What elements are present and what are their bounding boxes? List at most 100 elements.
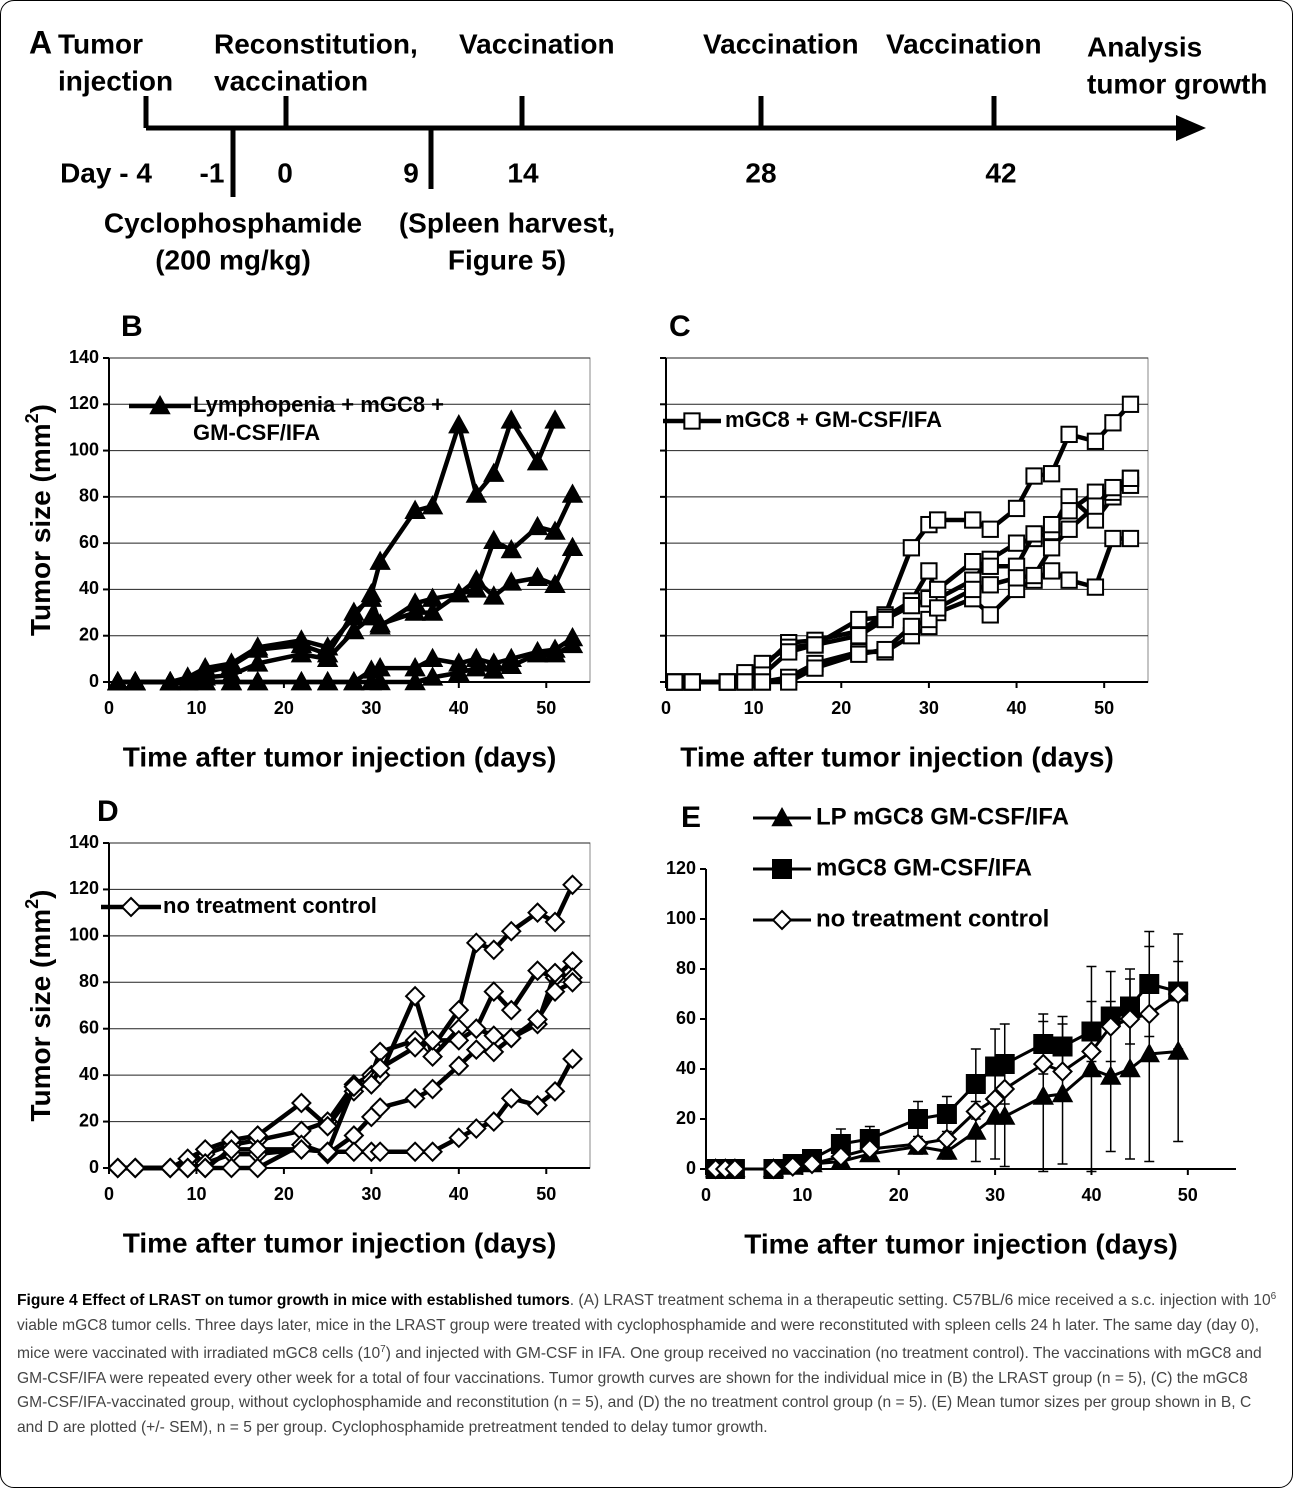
marker	[527, 902, 548, 924]
marker	[1104, 478, 1122, 497]
x-tick-label: 20	[274, 1184, 294, 1204]
marker	[936, 1140, 958, 1160]
panel-letter: E	[681, 801, 701, 834]
marker	[718, 673, 736, 691]
y-tick-label: 0	[89, 671, 99, 691]
marker	[500, 571, 522, 591]
marker	[544, 1080, 566, 1102]
day-label: 14	[507, 157, 539, 188]
marker	[1121, 469, 1140, 487]
marker	[1119, 1057, 1141, 1078]
figure: A Tumor injection Reconstitution, vaccinatio…	[22, 24, 1268, 1259]
x-tick-label: 30	[361, 698, 381, 718]
event-label: Reconstitution,	[214, 28, 418, 59]
marker	[544, 981, 566, 1002]
marker	[526, 515, 549, 536]
marker	[500, 920, 522, 942]
marker	[929, 599, 947, 617]
y-tick-label: 0	[686, 1158, 696, 1178]
marker	[500, 1087, 522, 1109]
x-tick-label: 10	[744, 698, 764, 718]
marker	[965, 1074, 986, 1094]
y-axis-label-end: )	[25, 890, 56, 899]
series-line	[117, 883, 575, 1171]
marker	[360, 1074, 382, 1095]
marker	[936, 1128, 958, 1150]
event-label: vaccination	[214, 65, 368, 96]
marker	[1042, 515, 1061, 534]
event-label: Vaccination	[886, 28, 1042, 59]
event-label: tumor growth	[1087, 68, 1267, 99]
marker	[544, 643, 566, 663]
marker	[404, 499, 426, 519]
marker	[1060, 571, 1078, 589]
marker	[316, 647, 339, 668]
marker	[483, 585, 505, 605]
marker	[120, 896, 142, 918]
marker	[1167, 1040, 1189, 1060]
day-label: 9	[403, 157, 419, 188]
y-tick-label: 140	[69, 832, 99, 852]
plot-frame	[108, 842, 591, 1169]
marker	[683, 673, 701, 691]
x-tick-label: 50	[536, 1184, 556, 1204]
marker	[859, 1138, 881, 1160]
marker	[290, 1092, 312, 1114]
marker	[1138, 1042, 1160, 1063]
marker	[220, 670, 243, 691]
marker	[994, 1105, 1016, 1125]
marker	[247, 1157, 269, 1179]
marker	[544, 573, 566, 593]
marker	[1080, 1057, 1103, 1078]
panel-letter: B	[121, 310, 143, 343]
legend-label: Lymphopenia + mGC8 +	[193, 392, 444, 417]
marker	[246, 652, 269, 672]
timeline-arrow	[1176, 115, 1206, 141]
marker	[562, 971, 583, 993]
y-axis-label-text: Tumor size (mm	[25, 423, 56, 636]
day-label: Day - 4	[60, 157, 152, 188]
marker	[965, 1120, 987, 1140]
marker	[683, 412, 701, 430]
y-tick-label: 80	[79, 971, 99, 991]
marker	[876, 610, 894, 629]
marker	[1007, 569, 1026, 587]
marker	[290, 1139, 312, 1160]
marker	[343, 1076, 365, 1098]
marker	[369, 550, 391, 570]
caption-superscript: 7	[380, 1344, 386, 1356]
marker	[448, 414, 470, 434]
marker	[421, 647, 444, 668]
marker	[404, 670, 426, 691]
marker	[194, 1157, 216, 1179]
marker	[1060, 520, 1078, 538]
marker	[465, 1118, 487, 1139]
panel-letter: A	[29, 24, 52, 60]
marker	[526, 643, 549, 663]
x-tick-label: 40	[1081, 1185, 1101, 1205]
marker	[850, 610, 868, 629]
y-tick-label: 120	[69, 878, 99, 898]
legend-label: mGC8 + GM-CSF/IFA	[725, 407, 942, 432]
marker	[724, 1158, 746, 1180]
marker	[981, 520, 999, 538]
marker	[527, 960, 548, 982]
y-tick-label: 120	[69, 393, 99, 413]
marker	[1042, 539, 1061, 557]
marker	[448, 1029, 470, 1051]
marker	[369, 615, 391, 635]
marker	[422, 1046, 443, 1067]
panel-letter: D	[97, 795, 119, 828]
marker	[483, 659, 505, 679]
marker	[1025, 467, 1043, 485]
marker	[448, 1055, 470, 1077]
marker	[483, 529, 505, 550]
y-tick-label: 60	[79, 532, 99, 552]
marker	[1042, 562, 1061, 580]
legend-label: GM-CSF/IFA	[193, 420, 320, 445]
event-label: Vaccination	[703, 28, 859, 59]
marker	[782, 1156, 804, 1177]
marker	[343, 1141, 365, 1163]
marker	[527, 1094, 548, 1116]
marker	[526, 451, 549, 471]
